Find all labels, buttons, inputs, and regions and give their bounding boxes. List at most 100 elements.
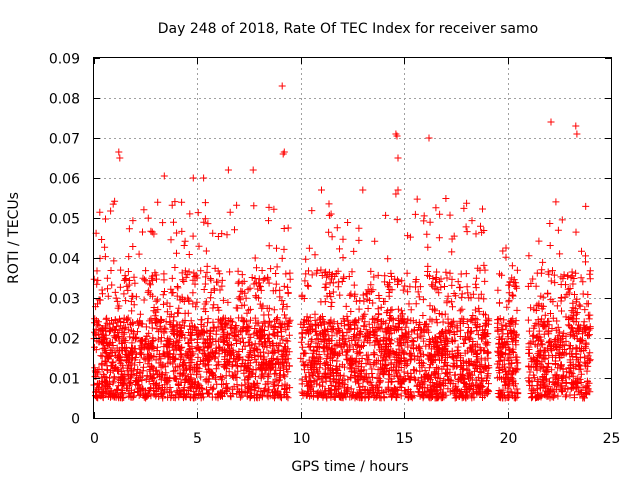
data-point xyxy=(280,371,288,379)
data-point xyxy=(475,308,483,316)
data-point xyxy=(502,244,510,252)
data-point xyxy=(328,298,336,306)
data-point xyxy=(499,247,507,255)
data-point xyxy=(270,325,278,333)
data-point xyxy=(145,386,153,394)
data-point xyxy=(402,334,410,342)
data-point xyxy=(309,393,317,401)
data-point xyxy=(570,317,578,325)
data-point xyxy=(145,329,153,337)
data-point xyxy=(209,304,217,312)
data-point xyxy=(298,293,306,301)
data-point xyxy=(308,371,316,379)
data-point xyxy=(479,205,486,213)
data-point xyxy=(338,348,346,356)
data-point xyxy=(456,284,463,292)
data-point xyxy=(435,289,443,297)
data-point xyxy=(582,390,590,397)
data-point xyxy=(148,272,156,280)
data-point xyxy=(251,275,259,282)
data-point xyxy=(474,331,482,339)
data-point xyxy=(400,368,408,376)
data-point xyxy=(326,320,334,328)
data-point xyxy=(262,380,270,388)
data-point xyxy=(105,354,112,362)
data-point xyxy=(104,292,112,300)
data-point xyxy=(200,347,208,355)
data-point xyxy=(125,281,133,289)
data-point xyxy=(236,293,244,301)
data-point xyxy=(318,186,325,194)
data-point xyxy=(571,291,578,298)
data-point xyxy=(361,318,369,326)
data-point xyxy=(583,377,591,385)
data-point xyxy=(367,281,375,289)
data-point xyxy=(153,343,161,351)
data-point xyxy=(512,368,520,376)
data-point xyxy=(482,338,490,346)
data-point xyxy=(115,148,123,156)
data-point xyxy=(181,237,189,245)
data-point xyxy=(273,263,281,271)
data-point xyxy=(232,336,240,344)
data-point xyxy=(493,324,501,332)
data-point xyxy=(406,233,414,241)
data-point xyxy=(117,356,125,364)
data-point xyxy=(129,217,137,225)
data-point xyxy=(407,355,415,363)
data-point xyxy=(128,292,136,300)
data-point xyxy=(252,293,260,301)
data-point xyxy=(233,373,241,381)
data-point xyxy=(278,297,286,305)
data-point xyxy=(360,322,368,330)
data-point xyxy=(126,333,134,341)
data-point xyxy=(204,220,212,228)
data-point xyxy=(150,353,158,361)
data-point xyxy=(393,369,400,377)
data-point xyxy=(330,318,338,326)
data-point xyxy=(302,255,310,263)
data-point xyxy=(433,319,441,327)
data-point xyxy=(441,283,448,290)
data-point xyxy=(391,275,399,283)
data-point xyxy=(549,353,556,361)
data-point xyxy=(508,347,516,355)
data-point xyxy=(107,207,115,215)
data-point xyxy=(582,252,589,260)
data-point xyxy=(201,280,209,288)
data-point xyxy=(219,296,227,304)
data-point xyxy=(329,366,336,374)
data-point xyxy=(450,359,458,367)
data-point xyxy=(496,390,504,398)
data-point xyxy=(251,356,259,364)
data-point xyxy=(91,343,98,351)
data-point xyxy=(443,362,451,370)
data-point xyxy=(143,372,151,380)
data-point xyxy=(552,343,560,350)
data-point xyxy=(206,275,214,282)
data-point xyxy=(326,354,334,362)
data-point xyxy=(362,351,370,359)
data-point xyxy=(452,386,460,394)
data-point xyxy=(312,327,320,335)
data-point xyxy=(124,286,132,294)
data-point xyxy=(443,274,451,282)
grid xyxy=(94,58,611,418)
data-point xyxy=(299,324,307,331)
data-point xyxy=(151,312,159,320)
data-point xyxy=(524,282,532,290)
data-point xyxy=(280,386,288,393)
data-point xyxy=(404,360,412,368)
data-point xyxy=(357,389,365,397)
data-point xyxy=(446,388,454,396)
data-point xyxy=(244,383,252,391)
data-point xyxy=(323,273,331,281)
data-point xyxy=(186,383,194,391)
data-point xyxy=(394,356,402,364)
data-point xyxy=(541,355,549,363)
data-point xyxy=(352,340,360,348)
data-point xyxy=(186,345,194,353)
data-point xyxy=(454,343,462,351)
data-point xyxy=(140,354,148,362)
data-point xyxy=(472,280,480,288)
